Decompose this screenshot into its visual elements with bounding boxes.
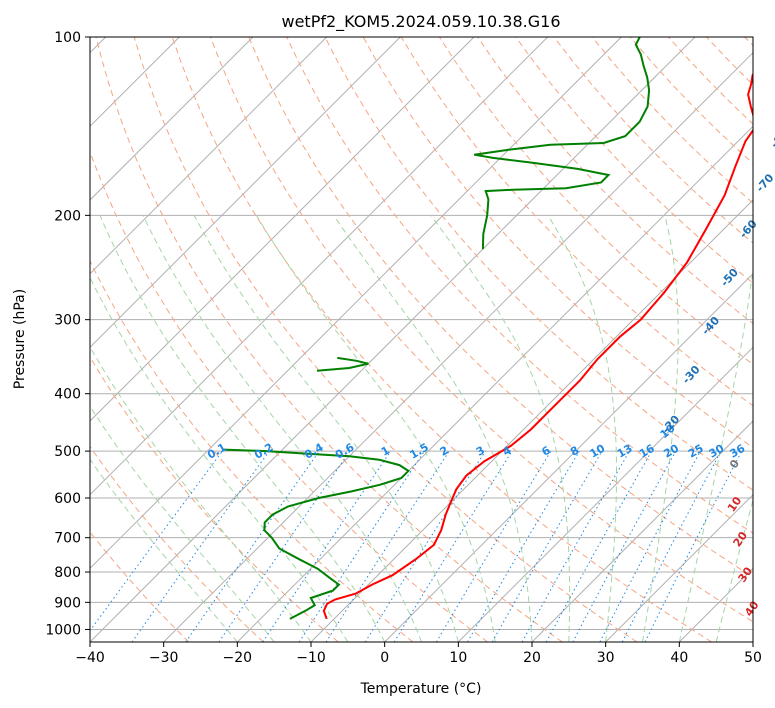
x-tick-label: 30 [597, 650, 615, 666]
mixing-ratio-line [298, 450, 425, 642]
dry-adiabat [286, 37, 753, 534]
isotherm-line [90, 37, 254, 201]
mixing-ratio-line [393, 450, 513, 642]
moist-adiabat [547, 215, 617, 642]
y-tick-label: 800 [54, 565, 81, 581]
dry-adiabat [90, 445, 264, 642]
y-tick-label: 100 [54, 30, 81, 46]
dry-adiabat [171, 37, 712, 642]
isotherm-line [90, 37, 401, 349]
moist-adiabat [90, 458, 238, 642]
x-tick-label: −40 [75, 650, 105, 666]
isotherm-line [457, 346, 753, 642]
isotherm-line [605, 493, 753, 642]
moist-adiabat [142, 215, 422, 642]
dry-adiabat [95, 37, 563, 642]
dry-adiabat [210, 37, 753, 623]
moist-adiabat [333, 215, 533, 642]
plot-frame [89, 36, 754, 643]
y-tick-label: 1000 [45, 622, 81, 638]
moist-adiabat [90, 276, 349, 642]
y-tick-label: 700 [54, 531, 81, 547]
y-tick-label: 600 [54, 491, 81, 507]
temperature-line [322, 72, 753, 620]
dry-adiabat [248, 37, 753, 578]
dewpoint-upper-2-line [474, 37, 651, 250]
dry-adiabat [515, 37, 753, 284]
y-tick-label: 900 [54, 595, 81, 611]
mixing-ratio-line [185, 450, 320, 642]
y-axis-label: Pressure (hPa) [12, 289, 28, 389]
mixing-ratio-line [325, 450, 450, 642]
isotherm-line [90, 37, 622, 570]
plot-area [90, 37, 753, 642]
mixing-ratio-line [435, 450, 552, 642]
moist-adiabat [90, 345, 312, 642]
moist-adiabat [90, 405, 275, 642]
moist-adiabat [642, 215, 679, 642]
isotherm-line [384, 272, 753, 642]
mixing-ratio-line [599, 450, 701, 642]
isotherm-line [90, 37, 549, 496]
mixing-ratio-line [218, 450, 351, 642]
dewpoint-line [223, 448, 410, 620]
isotherm-line [90, 37, 328, 275]
dry-adiabat [133, 37, 638, 642]
y-tick-label: 300 [54, 313, 81, 329]
y-tick-label: 400 [54, 387, 81, 403]
dry-adiabat [90, 259, 414, 642]
mixing-ratio-line [364, 450, 486, 642]
x-tick-label: 0 [380, 650, 389, 666]
x-tick-label: 10 [449, 650, 467, 666]
isotherm-line [236, 125, 753, 642]
moist-adiabat [193, 215, 459, 642]
dewpoint-upper-1-line [316, 356, 369, 372]
x-axis-label: Temperature (°C) [360, 681, 482, 697]
x-tick-label: −20 [223, 650, 253, 666]
isotherm-line [531, 420, 753, 642]
y-tick-label: 200 [54, 208, 81, 224]
moist-adiabat [99, 215, 386, 642]
dry-adiabat-label: -80 [768, 127, 775, 151]
x-tick-label: −10 [296, 650, 326, 666]
x-tick-label: 20 [523, 650, 541, 666]
axis-ticks: −40 −30 −20 −10 0 10 20 30 40 50 1000 900 800 700 600 5… [45, 30, 762, 666]
x-tick-label: −30 [149, 650, 179, 666]
mixing-ratio-line [467, 450, 580, 642]
x-tick-label: 50 [744, 650, 762, 666]
y-tick-label: 500 [54, 444, 81, 460]
dry-adiabat [324, 37, 753, 491]
isotherm-line [163, 51, 753, 642]
isotherm-line [90, 37, 475, 422]
moist-adiabat [430, 215, 571, 642]
moist-adiabat [678, 265, 753, 642]
mixing-ratio-line [572, 450, 677, 642]
chart-title: wetPf2_KOM5.2024.059.10.38.G16 [281, 12, 560, 32]
mixing-ratio-line [262, 450, 392, 642]
x-tick-label: 40 [670, 650, 688, 666]
